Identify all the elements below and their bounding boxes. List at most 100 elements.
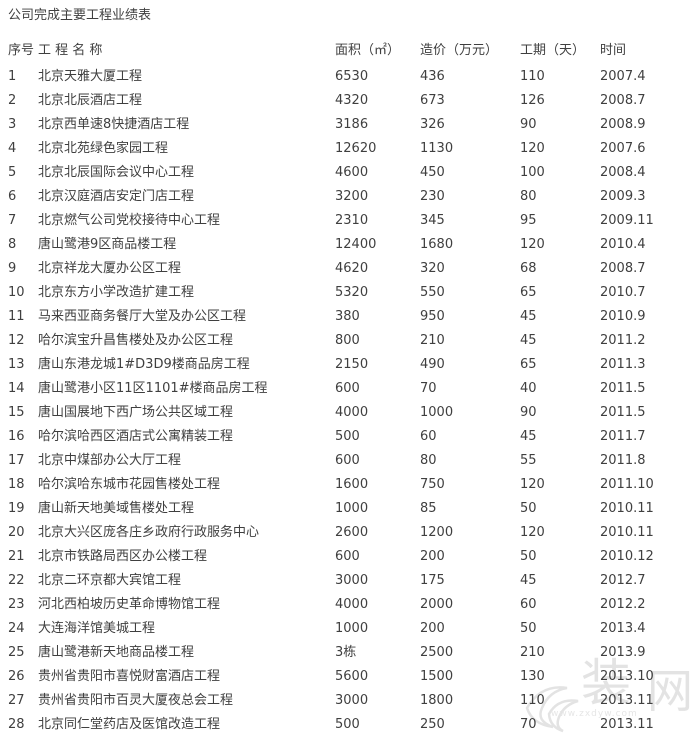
- table-row: 3 北京西单速8快捷酒店工程 3186 326 90 2008.9: [0, 113, 695, 137]
- cell-time: 2010.4: [600, 237, 646, 252]
- cell-seq: 16: [8, 429, 25, 444]
- cell-seq: 14: [8, 381, 25, 396]
- cell-name: 哈尔滨哈东城市花园售楼处工程: [38, 477, 221, 492]
- cell-area: 600: [335, 549, 360, 564]
- table-row: 19 唐山新天地美域售楼处工程 1000 85 50 2010.11: [0, 497, 695, 521]
- cell-time: 2011.3: [600, 357, 646, 372]
- table-row: 15 唐山国展地下西广场公共区域工程 4000 1000 90 2011.5: [0, 401, 695, 425]
- cell-seq: 10: [8, 285, 25, 300]
- cell-name: 贵州省贵阳市喜悦财富酒店工程: [38, 669, 221, 684]
- table-header-row: 序号 工 程 名 称 面积（㎡） 造价（万元） 工期（天） 时间: [0, 39, 695, 63]
- cell-cost: 1130: [420, 141, 454, 156]
- cell-cost: 673: [420, 93, 445, 108]
- cell-time: 2013.9: [600, 645, 646, 660]
- cell-time: 2010.7: [600, 285, 646, 300]
- cell-cost: 200: [420, 549, 445, 564]
- cell-duration: 55: [520, 453, 537, 468]
- cell-duration: 70: [520, 717, 537, 732]
- cell-seq: 7: [8, 213, 17, 228]
- table-row: 24 大连海洋馆美城工程 1000 200 50 2013.4: [0, 617, 695, 641]
- cell-area: 4000: [335, 597, 369, 612]
- table-row: 4 北京北苑绿色家园工程 12620 1130 120 2007.6: [0, 137, 695, 161]
- cell-name: 北京大兴区庞各庄乡政府行政服务中心: [38, 525, 260, 540]
- table-row: 2 北京北辰酒店工程 4320 673 126 2008.7: [0, 89, 695, 113]
- cell-seq: 6: [8, 189, 17, 204]
- cell-area: 2150: [335, 357, 369, 372]
- cell-time: 2008.7: [600, 93, 646, 108]
- cell-area: 5320: [335, 285, 369, 300]
- table-row: 25 唐山鹭港新天地商品楼工程 3栋 2500 210 2013.9: [0, 641, 695, 665]
- cell-area: 1000: [335, 621, 369, 636]
- cell-seq: 3: [8, 117, 17, 132]
- cell-duration: 110: [520, 69, 545, 84]
- table-body: 1 北京天雅大厦工程 6530 436 110 2007.4 2 北京北辰酒店工程 4320 67…: [0, 65, 695, 737]
- cell-duration: 120: [520, 237, 545, 252]
- cell-duration: 90: [520, 117, 537, 132]
- cell-seq: 8: [8, 237, 17, 252]
- cell-duration: 50: [520, 549, 537, 564]
- cell-name: 唐山新天地美域售楼处工程: [38, 501, 195, 516]
- table-row: 17 北京中煤部办公大厅工程 600 80 55 2011.8: [0, 449, 695, 473]
- cell-time: 2011.8: [600, 453, 646, 468]
- table-row: 11 马来西亚商务餐厅大堂及办公区工程 380 950 45 2010.9: [0, 305, 695, 329]
- cell-duration: 60: [520, 597, 537, 612]
- cell-seq: 19: [8, 501, 25, 516]
- cell-name: 北京汉庭酒店安定门店工程: [38, 189, 195, 204]
- cell-area: 12400: [335, 237, 377, 252]
- cell-time: 2011.7: [600, 429, 646, 444]
- cell-area: 4000: [335, 405, 369, 420]
- cell-duration: 50: [520, 621, 537, 636]
- cell-area: 12620: [335, 141, 377, 156]
- table-row: 14 唐山鹭港小区11区1101#楼商品房工程 600 70 40 2011.5: [0, 377, 695, 401]
- cell-name: 北京天雅大厦工程: [38, 69, 143, 84]
- cell-time: 2013.11: [600, 717, 654, 732]
- cell-seq: 27: [8, 693, 25, 708]
- cell-seq: 21: [8, 549, 25, 564]
- table-row: 22 北京二环京都大宾馆工程 3000 175 45 2012.7: [0, 569, 695, 593]
- cell-duration: 40: [520, 381, 537, 396]
- table-row: 8 唐山鹭港9区商品楼工程 12400 1680 120 2010.4: [0, 233, 695, 257]
- table-row: 18 哈尔滨哈东城市花园售楼处工程 1600 750 120 2011.10: [0, 473, 695, 497]
- cell-duration: 110: [520, 693, 545, 708]
- cell-cost: 2500: [420, 645, 454, 660]
- column-header-cost: 造价（万元）: [420, 43, 499, 58]
- cell-duration: 68: [520, 261, 537, 276]
- cell-time: 2009.11: [600, 213, 654, 228]
- cell-cost: 345: [420, 213, 445, 228]
- cell-area: 600: [335, 381, 360, 396]
- cell-area: 600: [335, 453, 360, 468]
- cell-cost: 950: [420, 309, 445, 324]
- cell-time: 2008.4: [600, 165, 646, 180]
- cell-duration: 210: [520, 645, 545, 660]
- column-header-name: 工 程 名 称: [38, 43, 103, 58]
- cell-time: 2007.4: [600, 69, 646, 84]
- column-header-area: 面积（㎡）: [335, 43, 401, 58]
- cell-seq: 20: [8, 525, 25, 540]
- cell-cost: 210: [420, 333, 445, 348]
- cell-area: 4320: [335, 93, 369, 108]
- cell-name: 北京二环京都大宾馆工程: [38, 573, 182, 588]
- cell-name: 北京北辰国际会议中心工程: [38, 165, 195, 180]
- cell-cost: 230: [420, 189, 445, 204]
- table-row: 7 北京燃气公司党校接待中心工程 2310 345 95 2009.11: [0, 209, 695, 233]
- cell-duration: 100: [520, 165, 545, 180]
- cell-name: 北京东方小学改造扩建工程: [38, 285, 195, 300]
- cell-area: 3186: [335, 117, 369, 132]
- cell-duration: 80: [520, 189, 537, 204]
- cell-cost: 1500: [420, 669, 454, 684]
- cell-time: 2011.10: [600, 477, 654, 492]
- cell-time: 2012.2: [600, 597, 646, 612]
- table-row: 13 唐山东港龙城1#D3D9楼商品房工程 2150 490 65 2011.3: [0, 353, 695, 377]
- cell-area: 4620: [335, 261, 369, 276]
- table-row: 9 北京祥龙大厦办公区工程 4620 320 68 2008.7: [0, 257, 695, 281]
- cell-duration: 95: [520, 213, 537, 228]
- cell-area: 3栋: [335, 645, 357, 660]
- cell-cost: 1000: [420, 405, 454, 420]
- cell-seq: 2: [8, 93, 17, 108]
- cell-duration: 65: [520, 285, 537, 300]
- cell-time: 2010.9: [600, 309, 646, 324]
- cell-area: 1000: [335, 501, 369, 516]
- cell-cost: 450: [420, 165, 445, 180]
- cell-name: 河北西柏坡历史革命博物馆工程: [38, 597, 221, 612]
- cell-name: 北京北辰酒店工程: [38, 93, 143, 108]
